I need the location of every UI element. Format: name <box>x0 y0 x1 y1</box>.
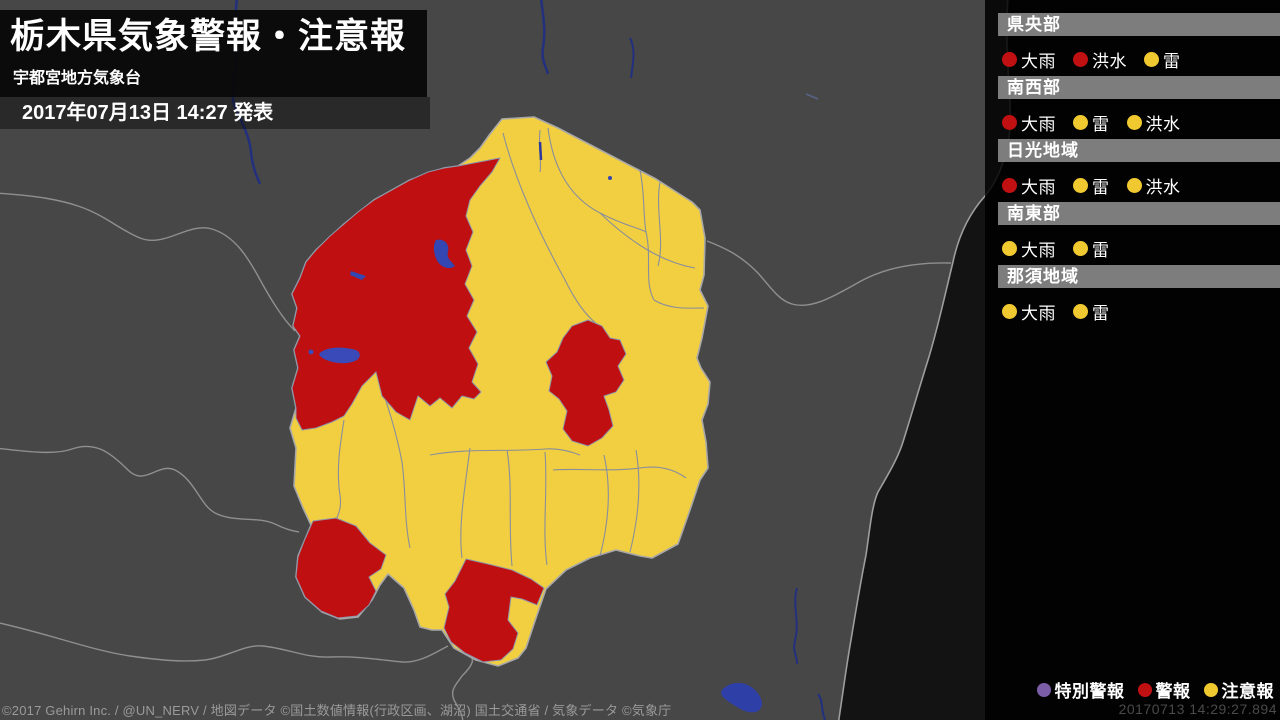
warning-item: 洪水 <box>1126 173 1181 198</box>
region-section: 那須地域大雨 雷 <box>985 265 1280 324</box>
warning-item: 大雨 <box>1002 236 1056 261</box>
warning-label: 洪水 <box>1145 115 1181 134</box>
legend-item: 警報 <box>1137 677 1191 702</box>
issued-datetime: 2017年07月13日 14:27 発表 <box>22 102 274 124</box>
legend-label: 警報 <box>1155 682 1191 701</box>
warning-row: 大雨 洪水 雷 <box>1002 47 1280 72</box>
advisory-dot-icon <box>1073 241 1088 256</box>
advisory-dot-icon <box>1126 115 1142 130</box>
copyright: ©2017 Gehirn Inc. / @UN_NERV / 地図データ ©国土… <box>2 703 672 718</box>
region-section: 南西部大雨 雷 洪水 <box>985 76 1280 135</box>
map-outer-boundaries <box>0 192 952 720</box>
warning-item: 洪水 <box>1126 110 1181 135</box>
region-section: 日光地域大雨 雷 洪水 <box>985 139 1280 198</box>
special-dot-icon <box>1036 682 1051 697</box>
advisory-dot-icon <box>1203 682 1218 697</box>
region-name: 県央部 <box>998 13 1280 36</box>
advisory-dot-icon <box>1144 52 1159 67</box>
legend: 特別警報 警報 注意報 <box>1036 677 1275 702</box>
title-box: 栃木県気象警報・注意報 宇都宮地方気象台 <box>0 10 427 97</box>
warning-item: 大雨 <box>1002 173 1056 198</box>
warning-label: 大雨 <box>1021 304 1056 323</box>
issued-bar: 2017年07月13日 14:27 発表 <box>0 97 430 129</box>
warning-dot-icon <box>1002 178 1017 193</box>
warning-label: 洪水 <box>1092 52 1127 71</box>
warning-item: 雷 <box>1073 299 1110 324</box>
warning-row: 大雨 雷 <box>1002 299 1280 324</box>
warning-dot-icon <box>1137 682 1152 697</box>
warning-item: 雷 <box>1073 236 1110 261</box>
advisory-dot-icon <box>1002 241 1017 256</box>
warning-item: 大雨 <box>1002 47 1056 72</box>
region-section: 県央部大雨 洪水 雷 <box>985 13 1280 72</box>
warning-row: 大雨 雷 洪水 <box>1002 173 1280 198</box>
warning-row: 大雨 雷 洪水 <box>1002 110 1280 135</box>
legend-label: 注意報 <box>1221 682 1274 701</box>
advisory-dot-icon <box>1002 304 1017 319</box>
map-region-central-warning <box>545 319 627 447</box>
warning-label: 雷 <box>1092 241 1110 260</box>
warning-label: 大雨 <box>1021 115 1056 134</box>
warning-label: 雷 <box>1163 52 1181 71</box>
warning-item: 洪水 <box>1073 47 1127 72</box>
warning-label: 洪水 <box>1145 178 1181 197</box>
map-region-southwest-warning <box>295 517 387 619</box>
warning-label: 雷 <box>1092 178 1110 197</box>
warning-label: 雷 <box>1092 304 1110 323</box>
region-name: 那須地域 <box>998 265 1280 288</box>
map-lakes <box>308 141 612 364</box>
region-name: 南西部 <box>998 76 1280 99</box>
legend-item: 注意報 <box>1203 677 1275 702</box>
warning-label: 大雨 <box>1021 178 1056 197</box>
advisory-dot-icon <box>1126 178 1142 193</box>
warning-dot-icon <box>1002 115 1017 130</box>
warning-row: 大雨 雷 <box>1002 236 1280 261</box>
warning-label: 大雨 <box>1021 52 1056 71</box>
legend-item: 特別警報 <box>1036 677 1125 702</box>
warning-item: 大雨 <box>1002 110 1056 135</box>
render-timestamp: 20170713 14:29:27.894 <box>1118 701 1277 717</box>
region-section: 南東部大雨 雷 <box>985 202 1280 261</box>
warning-item: 雷 <box>1073 173 1110 198</box>
observatory-name: 宇都宮地方気象台 <box>13 69 142 87</box>
advisory-dot-icon <box>1073 304 1088 319</box>
region-name: 南東部 <box>998 202 1280 225</box>
warning-label: 大雨 <box>1021 241 1056 260</box>
warning-item: 大雨 <box>1002 299 1056 324</box>
map-lake-south <box>721 682 762 713</box>
legend-label: 特別警報 <box>1054 682 1125 701</box>
warning-item: 雷 <box>1144 47 1181 72</box>
warning-item: 雷 <box>1073 110 1110 135</box>
warning-label: 雷 <box>1092 115 1110 134</box>
region-name: 日光地域 <box>998 139 1280 162</box>
warning-panel: 県央部 大雨 洪水雷南西部 大雨雷洪水 日光地域 大雨雷洪水 南東部 大雨雷那須地域 大雨雷 <box>985 0 1280 720</box>
map-municipal-boundaries <box>335 127 705 567</box>
advisory-dot-icon <box>1073 115 1088 130</box>
page-title: 栃木県気象警報・注意報 <box>10 17 407 56</box>
warning-dot-icon <box>1002 52 1017 67</box>
map-region-south-warning <box>443 558 545 663</box>
advisory-dot-icon <box>1073 178 1088 193</box>
warning-dot-icon <box>1073 52 1088 67</box>
